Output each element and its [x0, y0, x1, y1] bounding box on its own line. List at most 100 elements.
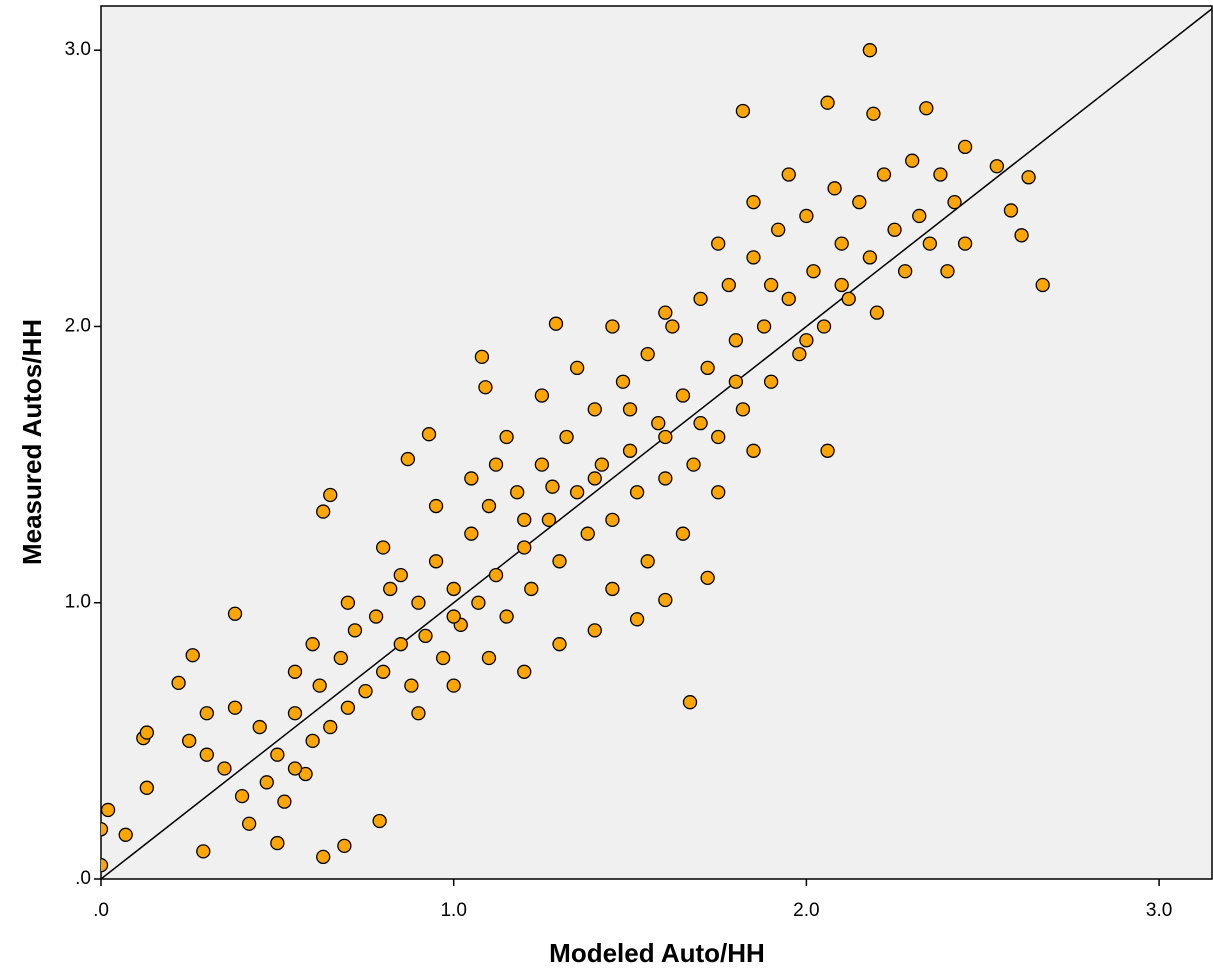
y-axis-title: Measured Autos/HH [17, 319, 47, 565]
point [876, 167, 892, 182]
point [376, 664, 391, 679]
x-tick-label: 1.0 [440, 900, 466, 921]
point [700, 360, 715, 376]
point [905, 153, 920, 168]
point [912, 208, 927, 224]
point [287, 761, 303, 776]
point [862, 43, 878, 58]
point [474, 349, 490, 365]
x-axis-title: Modeled Auto/HH [549, 938, 765, 968]
point [989, 159, 1005, 174]
point [552, 637, 567, 652]
point [629, 612, 645, 627]
point [675, 526, 691, 541]
point [587, 623, 602, 638]
point [411, 595, 426, 610]
point [746, 194, 761, 210]
point [640, 554, 655, 569]
point [227, 606, 243, 621]
point [323, 487, 338, 503]
point [435, 650, 451, 666]
x-tick-label: .0 [93, 900, 109, 921]
point [252, 719, 267, 735]
point [569, 360, 585, 376]
point [368, 609, 384, 624]
point [746, 250, 761, 265]
point [605, 319, 620, 334]
point [781, 291, 796, 306]
point [1021, 170, 1036, 185]
point [816, 319, 832, 334]
point [552, 554, 567, 569]
point [217, 761, 232, 776]
point [139, 780, 155, 795]
point [771, 222, 786, 237]
point [534, 457, 550, 472]
point [383, 581, 398, 597]
point [862, 250, 878, 265]
point [227, 700, 243, 715]
y-tick-label: 2.0 [65, 315, 91, 336]
point [1035, 277, 1050, 293]
point [1014, 228, 1029, 243]
point [316, 849, 331, 865]
point [199, 706, 214, 721]
point [464, 526, 479, 541]
point [446, 678, 461, 693]
point [820, 443, 835, 458]
point [524, 581, 539, 597]
point [241, 816, 257, 831]
point [312, 678, 327, 693]
plot-content [101, 7, 1212, 879]
point [510, 485, 525, 500]
x-tick-label: 3.0 [1146, 900, 1172, 921]
point [605, 581, 620, 597]
point [323, 719, 338, 735]
reference-line [101, 7, 1212, 879]
point [922, 236, 937, 251]
point [340, 700, 356, 715]
point [587, 471, 602, 486]
point [305, 733, 320, 749]
point [658, 471, 673, 486]
point [196, 844, 211, 859]
point [358, 683, 373, 699]
point [806, 264, 821, 279]
point [534, 388, 550, 403]
point [781, 167, 796, 182]
point [594, 457, 609, 472]
point [869, 305, 885, 320]
point [464, 471, 479, 486]
point [404, 678, 419, 693]
point [693, 291, 708, 306]
point [259, 775, 274, 790]
point [517, 540, 532, 555]
point [605, 512, 620, 528]
point [418, 628, 433, 644]
point [622, 402, 638, 417]
point [682, 695, 698, 710]
point [548, 316, 564, 331]
point [171, 675, 186, 691]
point [887, 222, 902, 237]
point [622, 443, 638, 458]
point [118, 827, 133, 842]
point [721, 277, 736, 293]
point [139, 725, 155, 740]
point [799, 208, 814, 224]
point [316, 504, 331, 519]
point [827, 181, 842, 196]
y-tick-label: 1.0 [65, 592, 91, 613]
point [763, 277, 779, 293]
point [792, 346, 807, 362]
point [615, 374, 631, 389]
point [411, 706, 426, 721]
point [940, 264, 955, 279]
point [517, 664, 532, 679]
point [675, 388, 691, 403]
point [711, 236, 726, 251]
point [101, 822, 109, 837]
point [101, 858, 109, 873]
